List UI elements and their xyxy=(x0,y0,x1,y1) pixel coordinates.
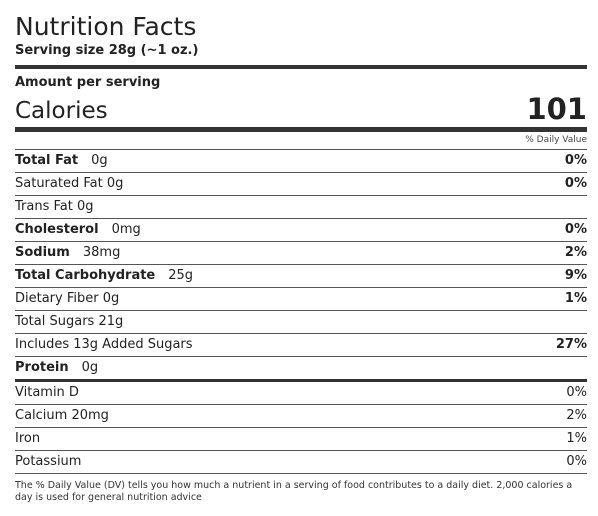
vitamins: Vitamin D 0% Calcium 20mg 2% Iron 1% Potassium… xyxy=(15,379,587,474)
nutrient-label: Trans Fat 0g xyxy=(15,199,94,214)
nutrient: Includes 13g Added Sugars xyxy=(15,334,193,356)
daily-value: 0% xyxy=(564,153,587,168)
nutrient-amount: 38mg xyxy=(82,245,121,260)
nutrient: Potassium xyxy=(15,451,81,473)
nutrient-label: Potassium xyxy=(15,454,82,469)
nutrient-row: Calcium 20mg 2% xyxy=(15,404,587,427)
nutrient: Total Sugars 21g xyxy=(15,311,123,333)
dv-header: % Daily Value xyxy=(525,135,587,145)
nutrient-label: Calcium 20mg xyxy=(15,408,109,423)
daily-value: 0% xyxy=(566,454,587,469)
nutrient-row: Dietary Fiber 0g 1% xyxy=(15,287,587,310)
nutrient-label: Total Sugars 21g xyxy=(15,314,124,329)
nutrient-row: Cholesterol 0mg 0% xyxy=(15,218,587,241)
nutrient-label: Total Fat xyxy=(15,153,79,168)
nutrient: Calcium 20mg xyxy=(15,405,109,427)
nutrient-row: Total Sugars 21g xyxy=(15,310,587,333)
nutrient-amount: 0mg xyxy=(111,222,141,237)
nutrient-label: Total Carbohydrate xyxy=(15,268,156,283)
nutrient: Saturated Fat 0g xyxy=(15,173,123,195)
nutrient: Iron xyxy=(15,428,40,450)
nutrient-row: Potassium 0% xyxy=(15,450,587,474)
nutrient: Vitamin D xyxy=(15,382,79,404)
daily-value: 2% xyxy=(566,408,587,423)
nutrient-label: Cholesterol xyxy=(15,222,99,237)
nutrient-amount: 0g xyxy=(81,360,99,375)
nutrient: Protein 0g xyxy=(15,357,98,379)
nutrient: Trans Fat 0g xyxy=(15,196,94,218)
nutrient-row: Vitamin D 0% xyxy=(15,379,587,404)
nutrient-label: Saturated Fat 0g xyxy=(15,176,124,191)
calories-value: 101 xyxy=(526,92,587,126)
daily-value: 1% xyxy=(566,431,587,446)
daily-value: 2% xyxy=(564,245,587,260)
title: Nutrition Facts xyxy=(15,12,197,41)
calories-row: Calories 101 xyxy=(15,91,587,132)
nutrient-label: Vitamin D xyxy=(15,385,79,400)
nutrient-row: Trans Fat 0g xyxy=(15,195,587,218)
nutrient-label: Iron xyxy=(15,431,41,446)
nutrient-row: Total Carbohydrate 25g 9% xyxy=(15,264,587,287)
nutrient-row: Iron 1% xyxy=(15,427,587,450)
nutrient-label: Includes 13g Added Sugars xyxy=(15,337,193,352)
nutrient-row: Sodium 38mg 2% xyxy=(15,241,587,264)
nutrient-amount: 25g xyxy=(168,268,194,283)
nutrient: Total Carbohydrate 25g xyxy=(15,265,193,287)
nutrient-label: Protein xyxy=(15,360,69,375)
daily-value: 0% xyxy=(564,222,587,237)
nutrient-row: Includes 13g Added Sugars 27% xyxy=(15,333,587,356)
nutrient-label: Sodium xyxy=(15,245,70,260)
nutrient-row: Saturated Fat 0g 0% xyxy=(15,172,587,195)
nutrient: Sodium 38mg xyxy=(15,242,120,264)
footnote: The % Daily Value (DV) tells you how muc… xyxy=(15,480,573,503)
nutrient: Cholesterol 0mg xyxy=(15,219,141,241)
serving-size: Serving size 28g (~1 oz.) xyxy=(15,42,587,69)
daily-value: 1% xyxy=(564,291,587,306)
amount-label: Amount per serving xyxy=(15,75,161,90)
nutrient-amount: 0g xyxy=(91,153,108,168)
nutrients: Total Fat 0g 0% Saturated Fat 0g 0% Trans Fa… xyxy=(15,149,587,379)
nutrient: Total Fat 0g xyxy=(15,150,108,172)
nutrient-row: Total Fat 0g 0% xyxy=(15,149,587,172)
daily-value: 27% xyxy=(555,337,587,352)
nutrient-row: Protein 0g xyxy=(15,356,587,379)
nutrient-label: Dietary Fiber 0g xyxy=(15,291,120,306)
nutrient: Dietary Fiber 0g xyxy=(15,288,119,310)
calories-label: Calories xyxy=(15,98,108,124)
daily-value: 0% xyxy=(566,385,587,400)
daily-value: 0% xyxy=(564,176,587,191)
daily-value: 9% xyxy=(564,268,587,283)
